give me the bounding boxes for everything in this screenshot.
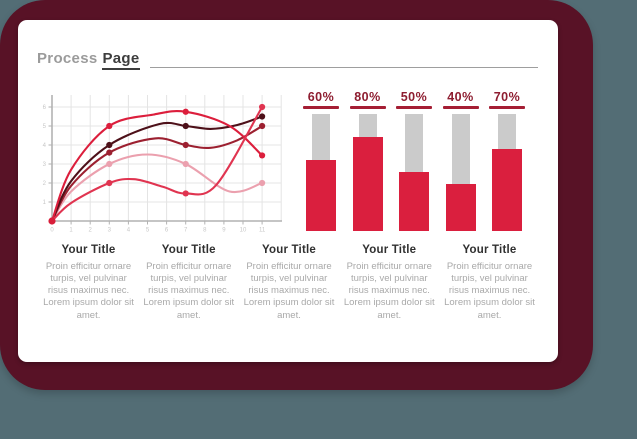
svg-text:3: 3 bbox=[108, 228, 112, 234]
columns-row: Your Title Proin efficitur ornare turpis,… bbox=[39, 244, 539, 322]
svg-text:10: 10 bbox=[240, 228, 247, 234]
bar-percent-label: 60% bbox=[307, 90, 335, 104]
data-point bbox=[259, 103, 266, 111]
process-column-4: Your Title Proin efficitur ornare turpis,… bbox=[340, 244, 439, 322]
series-line bbox=[50, 105, 264, 223]
svg-text:6: 6 bbox=[165, 228, 169, 234]
series-line bbox=[50, 153, 264, 223]
process-column-1: Your Title Proin efficitur ornare turpis,… bbox=[39, 244, 138, 322]
column-body: Proin efficitur ornare turpis, vel pulvi… bbox=[143, 261, 235, 321]
data-point bbox=[259, 152, 266, 159]
series-line-2-maroon bbox=[50, 113, 266, 223]
column-body: Proin efficitur ornare turpis, vel pulvi… bbox=[43, 261, 134, 321]
bar-chart: 60% 80% 50% 40% 70% bbox=[299, 91, 529, 231]
column-body: Proin efficitur ornare turpis, vel pulvi… bbox=[243, 261, 335, 321]
bar-percent-label: 50% bbox=[400, 90, 428, 104]
bar-area bbox=[346, 113, 390, 231]
data-point bbox=[182, 122, 189, 130]
bar-percent-label: 80% bbox=[354, 90, 381, 104]
bar-label-underline bbox=[396, 106, 432, 109]
column-title: Your Title bbox=[61, 244, 116, 256]
data-point bbox=[106, 141, 113, 149]
column-body: Proin efficitur ornare turpis, vel pulvi… bbox=[444, 261, 535, 321]
bar-label-underline bbox=[489, 106, 525, 109]
data-point bbox=[259, 113, 266, 120]
series-line bbox=[50, 115, 264, 223]
title-rule-line bbox=[149, 67, 538, 68]
svg-text:5: 5 bbox=[43, 124, 47, 130]
data-point bbox=[182, 141, 189, 149]
bar-percent-label: 70% bbox=[493, 90, 521, 104]
series-line bbox=[50, 110, 264, 223]
svg-text:0: 0 bbox=[50, 228, 54, 234]
bar-group-50: 50% bbox=[392, 91, 436, 231]
column-title: Your Title bbox=[362, 244, 417, 256]
bar-area bbox=[299, 113, 343, 231]
svg-text:4: 4 bbox=[43, 143, 47, 149]
series-line-4-pink bbox=[50, 153, 266, 223]
bar-group-40: 40% bbox=[439, 91, 483, 231]
bar-label-underline bbox=[303, 106, 339, 109]
series-line-1-crimson bbox=[50, 108, 266, 223]
column-title: Your Title bbox=[262, 244, 316, 256]
bar-fill bbox=[352, 136, 383, 231]
svg-text:3: 3 bbox=[43, 162, 47, 168]
origin-data-point bbox=[48, 217, 56, 225]
data-point bbox=[259, 122, 266, 130]
bar-area bbox=[439, 113, 483, 231]
data-point bbox=[259, 179, 266, 187]
bar-group-70: 70% bbox=[485, 91, 529, 231]
data-point bbox=[182, 108, 189, 115]
data-point bbox=[106, 122, 113, 130]
column-title: Your Title bbox=[462, 244, 517, 256]
bar-label-underline bbox=[442, 106, 479, 109]
bar-fill bbox=[492, 148, 522, 231]
bar-group-80: 80% bbox=[346, 91, 390, 231]
page-title-dark: Page bbox=[102, 50, 140, 70]
chart-axes bbox=[48, 95, 282, 225]
data-point bbox=[106, 179, 113, 187]
svg-text:2: 2 bbox=[89, 228, 93, 234]
bar-fill bbox=[306, 160, 336, 231]
page-title-light: Process bbox=[37, 50, 98, 67]
svg-text:7: 7 bbox=[184, 228, 188, 234]
data-point bbox=[182, 160, 189, 168]
series-line-5-medium-red bbox=[50, 103, 266, 223]
bar-group-60: 60% bbox=[299, 91, 343, 231]
bar-label-underline bbox=[349, 106, 386, 109]
svg-text:9: 9 bbox=[222, 228, 226, 234]
svg-text:4: 4 bbox=[127, 228, 131, 234]
page-title: Process Page bbox=[37, 50, 538, 70]
column-title: Your Title bbox=[161, 244, 216, 256]
data-point bbox=[106, 160, 113, 168]
bar-percent-label: 40% bbox=[447, 90, 474, 104]
bar-fill bbox=[445, 183, 476, 231]
series-line-3-dark-red bbox=[50, 122, 266, 223]
svg-text:2: 2 bbox=[43, 181, 47, 187]
svg-text:1: 1 bbox=[69, 228, 73, 234]
process-column-2: Your Title Proin efficitur ornare turpis,… bbox=[139, 244, 238, 322]
bar-area bbox=[392, 113, 436, 231]
svg-text:6: 6 bbox=[43, 105, 47, 111]
data-point bbox=[106, 149, 113, 156]
bar-area bbox=[485, 113, 529, 231]
column-body: Proin efficitur ornare turpis, vel pulvi… bbox=[343, 261, 435, 321]
svg-text:11: 11 bbox=[259, 228, 266, 234]
process-column-3: Your Title Proin efficitur ornare turpis,… bbox=[240, 244, 339, 322]
svg-text:1: 1 bbox=[43, 200, 47, 206]
data-point bbox=[182, 190, 189, 197]
process-column-5: Your Title Proin efficitur ornare turpis,… bbox=[440, 244, 539, 322]
bar-fill bbox=[399, 172, 429, 231]
slide: Process Page 0 1 2 3 4 5 6 7 8 9 10 11 1 2 3 4 5 6 60% 80%… bbox=[18, 20, 558, 362]
svg-text:8: 8 bbox=[203, 228, 207, 234]
svg-text:5: 5 bbox=[146, 228, 150, 234]
series-line bbox=[50, 124, 264, 223]
